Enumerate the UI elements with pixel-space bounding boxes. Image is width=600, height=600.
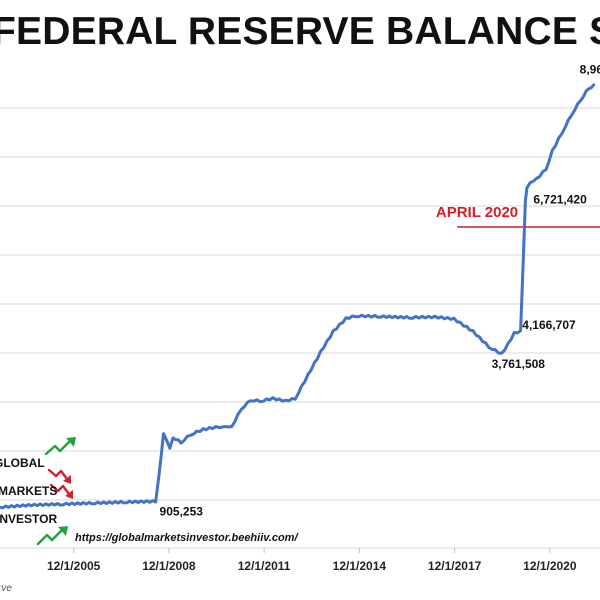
data-labels: 905,253 3,761,508 4,166,707 6,721,420 8,965, [160, 63, 600, 519]
april-2020-reference: APRIL 2020 [436, 204, 600, 228]
data-label: 905,253 [160, 504, 204, 518]
gridlines [0, 107, 600, 549]
chart-title-banner: FEDERAL RESERVE BALANCE SHEET [0, 10, 600, 58]
trend-down-arrow-icon-head [65, 490, 73, 499]
x-tick-label: 12/1/2014 [333, 559, 387, 573]
trend-down-arrow-icon [47, 468, 71, 484]
data-label: 4,166,707 [522, 318, 576, 332]
trend-up-arrow-icon-stem [36, 528, 64, 546]
trend-up-arrow-icon [44, 437, 76, 456]
series-line-0 [0, 83, 596, 510]
logo-icons [36, 437, 76, 546]
chart-title: FEDERAL RESERVE BALANCE SHEET [0, 10, 600, 53]
trend-up-arrow-icon [36, 526, 68, 546]
logo-line-investor: INVESTOR [0, 512, 58, 526]
data-label: 8,965, [580, 63, 600, 77]
trend-down-arrow-icon-head [63, 475, 71, 484]
trend-up-arrow-icon-head [58, 526, 68, 536]
trend-down-arrow-icon-stem [49, 483, 71, 496]
trend-up-arrow-icon-stem [44, 439, 72, 456]
x-tick-label: 12/1/2017 [428, 559, 482, 573]
x-tick-label: 12/1/2011 [238, 559, 291, 573]
x-tick-label: 12/1/2008 [142, 559, 196, 573]
series-layer [0, 83, 596, 510]
trend-up-arrow-icon-head [66, 437, 76, 447]
x-tick-label: 12/1/2020 [523, 559, 577, 573]
data-label: 6,721,420 [533, 192, 587, 206]
source-credit: rve [0, 583, 12, 594]
trend-down-arrow-icon [49, 483, 73, 499]
data-label: 3,761,508 [492, 357, 546, 371]
x-axis: 12/1/2005 12/1/2008 12/1/2011 12/1/2014 12/1… [47, 548, 577, 573]
source-url[interactable]: https://globalmarketsinvestor.beehiiv.co… [75, 532, 298, 544]
logo-line-global: GLOBAL [0, 456, 45, 470]
trend-down-arrow-icon-stem [47, 468, 69, 481]
logo-line-markets: MARKETS [0, 484, 58, 498]
x-tick-label: 12/1/2005 [47, 559, 101, 573]
reference-line-label: APRIL 2020 [436, 204, 518, 221]
